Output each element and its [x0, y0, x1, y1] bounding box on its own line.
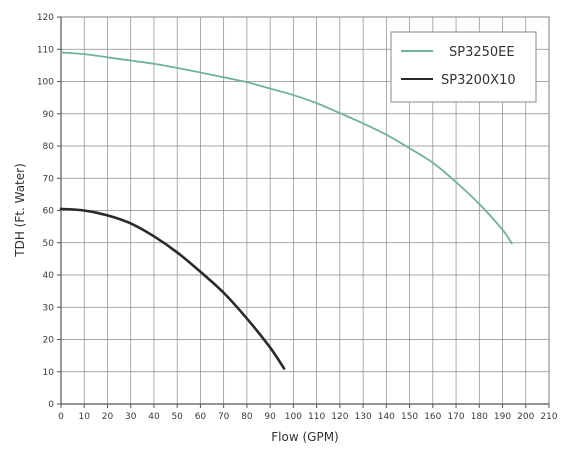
- x-tick-label: 160: [424, 412, 441, 422]
- series-line-sp3250ee: [60, 51, 513, 245]
- series-line-sp3200x10: [59, 207, 286, 370]
- y-tick-label: 30: [43, 303, 55, 313]
- y-tick-label: 20: [43, 336, 55, 346]
- y-tick-label: 100: [37, 78, 54, 88]
- x-tick-label: 30: [125, 412, 137, 422]
- x-tick-label: 90: [264, 412, 276, 422]
- x-tick-label: 130: [355, 412, 372, 422]
- y-tick-label: 50: [43, 239, 55, 249]
- y-tick-label: 70: [43, 174, 55, 184]
- legend: SP3250EE SP3200X10: [390, 31, 537, 103]
- y-tick-label: 80: [43, 142, 55, 152]
- x-tick-label: 190: [494, 412, 511, 422]
- y-tick-label: 60: [43, 207, 55, 217]
- y-tick-label: 0: [48, 400, 54, 410]
- y-tick-labels: 0 10 20 30 40 50 60 70 80 90 100 110 120: [37, 13, 61, 410]
- x-tick-label: 40: [148, 412, 160, 422]
- x-tick-label: 80: [241, 412, 253, 422]
- x-tick-label: 60: [195, 412, 207, 422]
- series-lines: [59, 51, 513, 370]
- legend-box: [390, 31, 537, 103]
- x-tick-label: 180: [471, 412, 488, 422]
- x-tick-label: 150: [401, 412, 418, 422]
- x-tick-label: 120: [331, 412, 348, 422]
- x-tick-label: 200: [517, 412, 534, 422]
- y-tick-label: 120: [37, 13, 54, 23]
- x-tick-label: 10: [79, 412, 91, 422]
- y-tick-label: 110: [37, 45, 54, 55]
- x-tick-label: 20: [102, 412, 114, 422]
- y-tick-label: 10: [43, 368, 55, 378]
- x-tick-label: 100: [285, 412, 302, 422]
- x-tick-label: 0: [58, 412, 64, 422]
- x-tick-labels: 0 10 20 30 40 50 60 70 80 90 100 110 120 130 140 150 160…: [58, 404, 558, 422]
- x-tick-label: 140: [378, 412, 395, 422]
- x-axis-title: Flow (GPM): [271, 430, 338, 444]
- x-tick-label: 210: [540, 412, 557, 422]
- legend-label-sp3250ee: SP3250EE: [449, 45, 515, 60]
- x-tick-label: 70: [218, 412, 230, 422]
- y-tick-label: 40: [43, 271, 55, 281]
- x-tick-label: 170: [447, 412, 464, 422]
- y-tick-label: 90: [43, 110, 55, 120]
- legend-label-sp3200x10: SP3200X10: [441, 73, 516, 88]
- x-tick-label: 50: [171, 412, 183, 422]
- y-axis-title: TDH (Ft. Water): [13, 163, 27, 257]
- x-tick-label: 110: [308, 412, 325, 422]
- grid: [61, 16, 550, 404]
